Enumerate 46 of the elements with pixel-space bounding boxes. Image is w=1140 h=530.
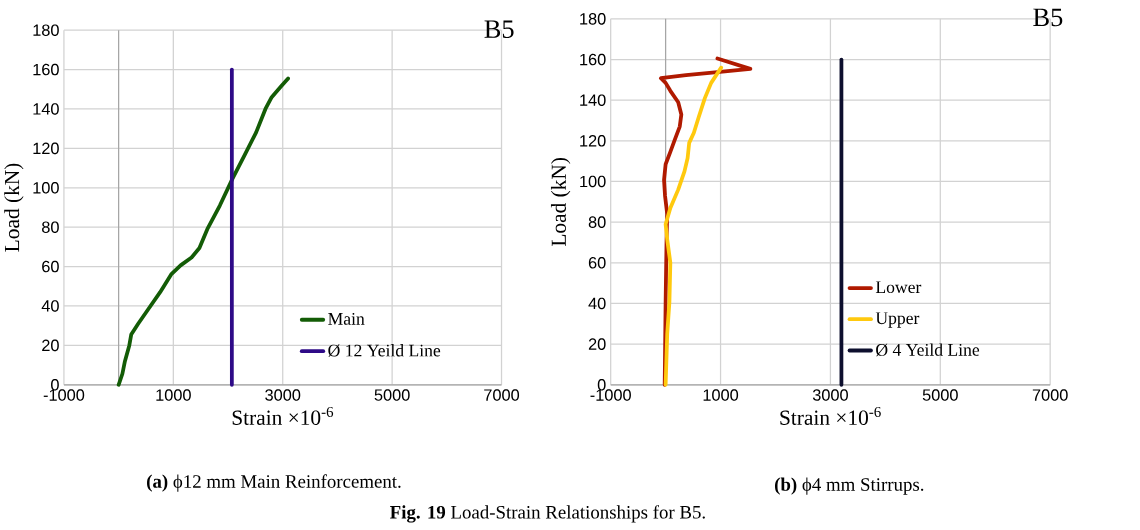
y-tick-label: 40 [588, 297, 606, 310]
y-tick-label: 60 [588, 257, 606, 269]
x-axis-title: Strain ×10$^{-6}$ [232, 406, 334, 425]
x-tick-label: 3000 [265, 389, 301, 401]
y-tick-label: 80 [42, 221, 59, 233]
y-tick-label: 100 [580, 175, 606, 188]
line-series [663, 65, 724, 387]
y-tick-label: 100 [33, 181, 59, 194]
y-tick-label: 120 [580, 135, 606, 147]
y-tick-label: 0 [51, 378, 59, 391]
x-tick-label: 1000 [156, 389, 191, 401]
y-tick-label: 180 [33, 24, 59, 36]
x-tick-label: 7000 [484, 389, 520, 401]
y-tick-label: 160 [33, 63, 59, 76]
chart-title: B5 [484, 20, 514, 38]
x-tick-label: 1000 [703, 389, 739, 401]
y-tick-label: 140 [33, 103, 59, 115]
chart-title: B5 [1033, 8, 1063, 27]
line-series [116, 76, 290, 387]
legend-label: Upper [875, 312, 920, 328]
x-tick-label: 3000 [812, 389, 848, 401]
legend-label: Ø 4 Yeild Line [876, 343, 980, 357]
x-tick-label: 7000 [1032, 389, 1068, 401]
x-tick-label: 5000 [374, 389, 410, 401]
legend-label: Lower [875, 281, 922, 294]
y-tick-label: 60 [42, 260, 59, 273]
legend-label: Ø 12 Yeild Line [328, 344, 441, 357]
y-tick-label: 120 [33, 142, 59, 155]
y-tick-label: 80 [588, 216, 606, 228]
x-tick-label: -1000 [590, 389, 631, 401]
x-axis-title: Strain ×10$^{-6}$ [780, 406, 881, 425]
text: Fig. 19 Load-Strain Relationships for B5. [390, 505, 705, 523]
y-tick-label: 20 [42, 339, 59, 352]
y-tick-label: 160 [580, 53, 606, 66]
text: (a) ϕ12 mm Main Reinforcement. [147, 474, 401, 492]
x-tick-label: 5000 [922, 389, 958, 401]
x-tick-label: -1000 [43, 389, 85, 401]
y-tick-label: 0 [597, 378, 606, 391]
legend-label: Main [328, 312, 365, 325]
y-axis-title: Load (kN) [4, 163, 24, 252]
y-axis-title: Load (kN) [550, 157, 571, 247]
y-tick-label: 180 [580, 13, 606, 25]
y-tick-label: 140 [580, 94, 606, 106]
y-tick-label: 40 [41, 300, 59, 312]
y-tick-label: 20 [588, 338, 606, 350]
text: (b) ϕ4 mm Stirrups. [774, 477, 924, 495]
